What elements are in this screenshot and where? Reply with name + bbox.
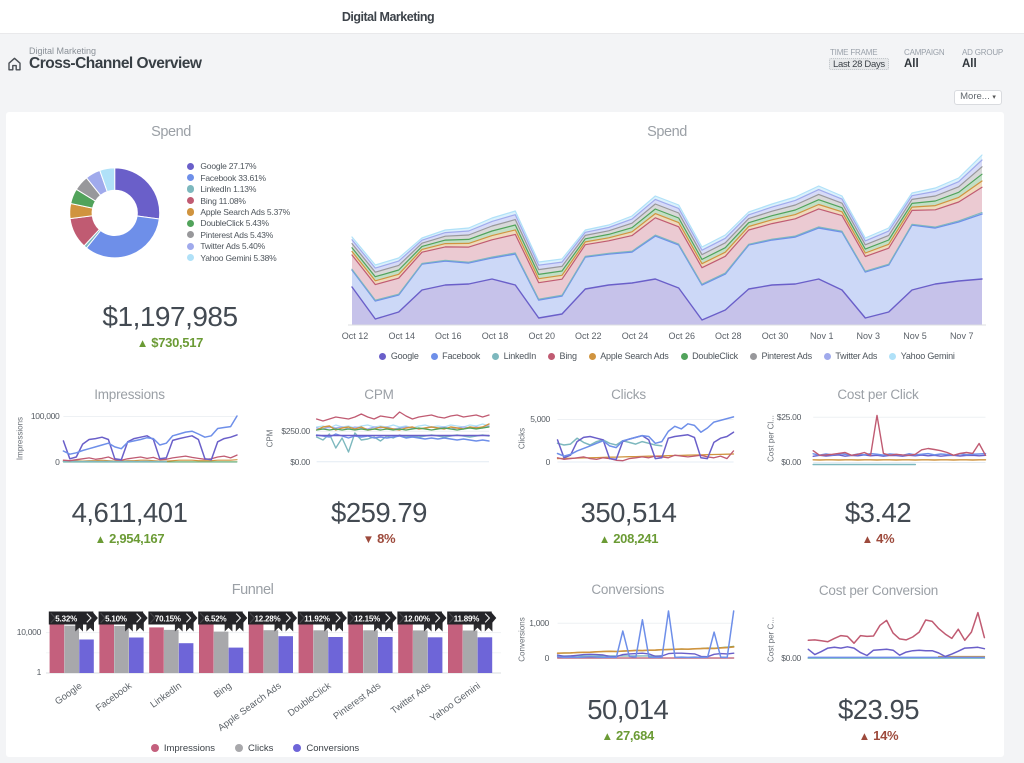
svg-text:Nov 5: Nov 5 — [903, 331, 927, 341]
svg-text:11.89%: 11.89% — [454, 614, 480, 623]
svg-text:Oct 16: Oct 16 — [435, 331, 462, 341]
svg-text:Oct 26: Oct 26 — [668, 331, 695, 341]
svg-text:Oct 12: Oct 12 — [342, 331, 369, 341]
svg-text:Oct 20: Oct 20 — [528, 331, 555, 341]
svg-text:6.52%: 6.52% — [205, 614, 227, 623]
svg-text:Oct 24: Oct 24 — [622, 331, 649, 341]
svg-text:12.28%: 12.28% — [255, 614, 281, 623]
svg-text:12.15%: 12.15% — [354, 614, 380, 623]
svg-text:70.15%: 70.15% — [155, 614, 181, 623]
svg-text:Nov 7: Nov 7 — [950, 331, 974, 341]
svg-text:Oct 28: Oct 28 — [715, 331, 742, 341]
svg-text:Nov 1: Nov 1 — [810, 331, 834, 341]
svg-text:Nov 3: Nov 3 — [857, 331, 881, 341]
svg-text:11.92%: 11.92% — [304, 614, 330, 623]
svg-text:Oct 22: Oct 22 — [575, 331, 602, 341]
svg-text:Oct 30: Oct 30 — [762, 331, 789, 341]
svg-text:Oct 14: Oct 14 — [388, 331, 415, 341]
svg-text:5.10%: 5.10% — [105, 614, 127, 623]
svg-text:Oct 18: Oct 18 — [482, 331, 509, 341]
svg-text:5.32%: 5.32% — [55, 614, 77, 623]
svg-text:12.00%: 12.00% — [404, 614, 430, 623]
